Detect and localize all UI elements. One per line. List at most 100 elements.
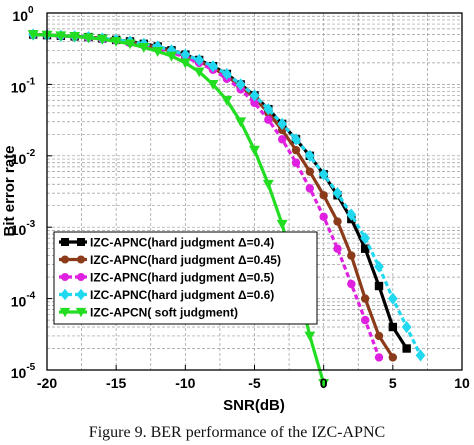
- data-point-circle: [347, 279, 356, 289]
- legend: IZC-APNC(hard judgment Δ=0.4) IZC-APNC(ha…: [53, 231, 318, 325]
- legend-label: IZC-APNC(hard judgment Δ=0.4): [90, 236, 274, 250]
- data-point-diamond: [332, 187, 343, 200]
- data-point-circle: [374, 353, 384, 362]
- data-point-triangle: [75, 307, 87, 318]
- y-tick-label: 100: [12, 5, 34, 24]
- data-point-diamond: [401, 320, 412, 334]
- data-point-circle: [305, 167, 315, 176]
- data-point-circle: [360, 315, 370, 325]
- x-tick-label: -10: [175, 375, 195, 391]
- data-point-diamond: [374, 260, 384, 273]
- data-point-triangle: [318, 378, 330, 389]
- y-tick-label: 10-5: [11, 362, 36, 381]
- x-axis-label: SNR(dB): [223, 397, 285, 414]
- legend-box: [53, 231, 318, 325]
- data-point-diamond: [291, 133, 301, 146]
- data-point-triangle: [262, 179, 274, 190]
- data-point-circle: [360, 294, 370, 303]
- data-point-square: [374, 281, 384, 291]
- data-point-diamond: [263, 103, 274, 116]
- data-point-circle: [77, 255, 85, 264]
- data-point-diamond: [318, 168, 329, 181]
- data-point-diamond: [387, 292, 398, 305]
- data-point-triangle: [207, 80, 219, 90]
- data-point-triangle: [304, 331, 316, 342]
- series-5: [27, 30, 330, 389]
- x-tick-label: -20: [37, 375, 57, 391]
- data-point-diamond: [166, 44, 177, 57]
- legend-label: IZC-APCN( soft judgment): [90, 306, 238, 320]
- data-point-diamond: [415, 349, 426, 362]
- data-point-circle: [374, 331, 384, 341]
- figure-caption: Figure 9. BER performance of the IZC-APN…: [88, 424, 386, 441]
- data-point-circle: [305, 184, 315, 193]
- data-point-triangle: [83, 33, 94, 44]
- x-tick-label: 5: [389, 375, 397, 391]
- data-point-diamond: [194, 53, 205, 67]
- series-line: [33, 32, 326, 384]
- data-point-triangle: [124, 39, 136, 50]
- legend-label: IZC-APNC(hard judgment Δ=0.45): [90, 253, 281, 267]
- data-point-square: [388, 322, 398, 332]
- x-tick-label: -5: [248, 375, 261, 391]
- legend-label: IZC-APNC(hard judgment Δ=0.6): [90, 288, 274, 302]
- data-point-circle: [61, 273, 69, 281]
- data-point-diamond: [346, 208, 357, 221]
- data-point-circle: [61, 255, 69, 264]
- data-point-circle: [77, 273, 85, 281]
- y-axis-label: Bit error rate: [1, 146, 18, 237]
- data-point-square: [61, 238, 69, 246]
- data-point-triangle: [96, 34, 108, 45]
- ticks: -20 -15 -10 -5 0 5 10 100 10-1 10-2 10-3 10-4 10-5: [11, 5, 470, 391]
- x-tick-label: -15: [106, 375, 126, 391]
- legend-label: IZC-APNC(hard judgment Δ=0.5): [90, 271, 274, 285]
- data-point-diamond: [277, 117, 288, 130]
- data-point-diamond: [360, 232, 371, 245]
- data-point-triangle: [152, 47, 164, 57]
- x-tick-label: 10: [454, 375, 470, 391]
- data-point-circle: [388, 353, 398, 362]
- data-point-circle: [291, 158, 301, 167]
- data-point-triangle: [138, 43, 150, 53]
- x-tick-label: 0: [320, 375, 328, 391]
- data-point-triangle: [110, 37, 122, 47]
- data-point-square: [77, 238, 85, 246]
- data-point-diamond: [60, 288, 70, 301]
- data-point-triangle: [69, 32, 81, 42]
- data-point-diamond: [208, 60, 218, 73]
- data-point-triangle: [276, 219, 288, 230]
- data-point-circle: [291, 145, 301, 155]
- data-point-circle: [333, 217, 342, 226]
- data-point-triangle: [193, 67, 205, 78]
- data-point-circle: [319, 212, 328, 221]
- y-tick-label: 10-4: [11, 291, 36, 310]
- data-point-diamond: [304, 149, 315, 162]
- data-point-diamond: [180, 48, 191, 61]
- y-tick-label: 10-1: [11, 76, 36, 95]
- data-point-circle: [277, 125, 287, 135]
- data-point-triangle: [59, 307, 71, 318]
- data-point-diamond: [221, 67, 232, 81]
- data-point-diamond: [235, 78, 246, 91]
- data-point-triangle: [249, 145, 260, 156]
- data-point-triangle: [55, 31, 67, 42]
- data-point-square: [402, 344, 411, 353]
- data-point-diamond: [249, 89, 260, 102]
- data-point-circle: [277, 135, 287, 144]
- data-point-square: [360, 244, 370, 253]
- data-point-triangle: [179, 58, 191, 69]
- data-point-triangle: [221, 95, 233, 106]
- data-point-triangle: [235, 117, 247, 128]
- data-point-triangle: [27, 30, 39, 40]
- data-point-circle: [319, 191, 328, 200]
- data-point-circle: [347, 251, 356, 260]
- data-point-circle: [264, 115, 273, 124]
- data-point-diamond: [76, 288, 86, 301]
- data-point-circle: [250, 98, 259, 108]
- y-tick-label: 10-3: [11, 219, 36, 238]
- data-point-triangle: [166, 51, 177, 62]
- series-layer: [27, 28, 426, 389]
- y-tick-label: 10-2: [11, 148, 36, 167]
- data-point-circle: [333, 244, 342, 253]
